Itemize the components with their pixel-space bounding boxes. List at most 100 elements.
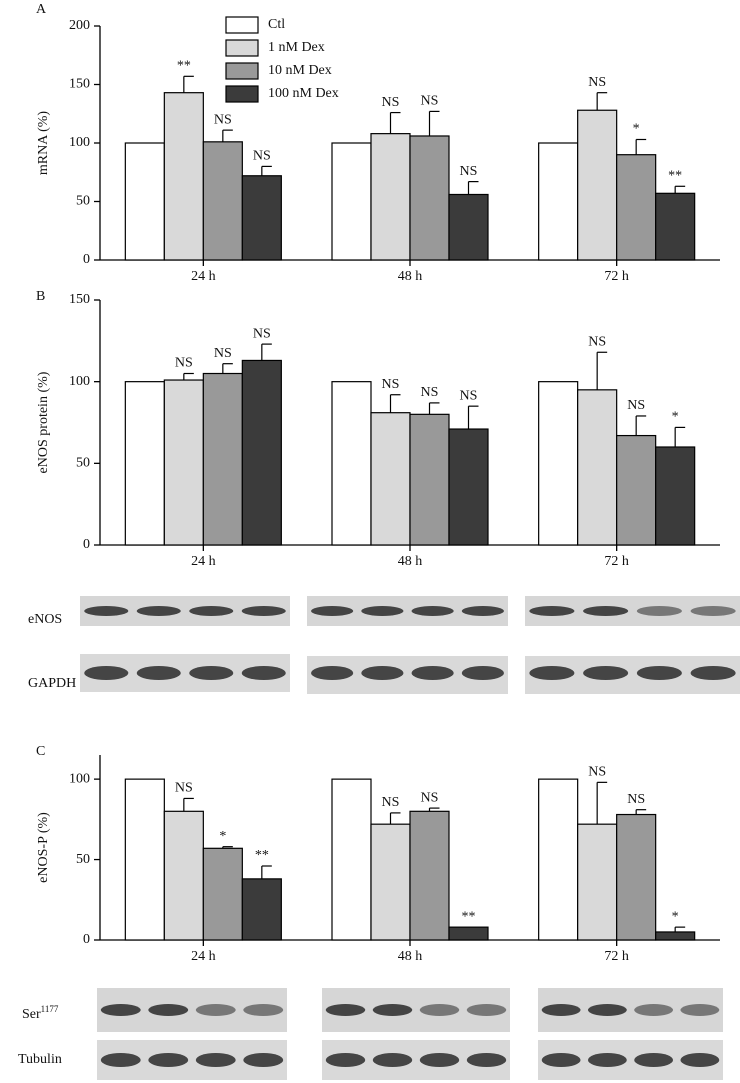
blot-band xyxy=(148,1004,189,1016)
blot-band xyxy=(100,1053,141,1067)
bar xyxy=(241,878,282,941)
legend-label: 1 nM Dex xyxy=(268,40,325,55)
significance-label: NS xyxy=(421,790,439,805)
y-tick-label: 200 xyxy=(69,18,90,33)
blot-bands xyxy=(84,606,736,1067)
y-tick-label: 0 xyxy=(83,932,90,947)
blot-band xyxy=(372,1053,413,1067)
significance-label: ** xyxy=(177,59,191,74)
x-tick-label: 72 h xyxy=(604,269,629,284)
y-tick-label: 100 xyxy=(69,135,90,150)
significance-label: * xyxy=(672,410,679,425)
y-tick-label: 100 xyxy=(69,374,90,389)
bar xyxy=(370,133,411,261)
x-tick-label: 72 h xyxy=(604,949,629,964)
bar xyxy=(163,810,204,941)
blot-band xyxy=(636,606,682,616)
bar xyxy=(124,778,165,941)
blot-label: GAPDH xyxy=(28,676,76,691)
blot-band xyxy=(466,1053,507,1067)
x-tick-label: 24 h xyxy=(191,269,216,284)
y-tick-label: 50 xyxy=(76,194,90,209)
blot-label-sup: 1177 xyxy=(41,1004,59,1014)
significance-label: NS xyxy=(588,75,606,90)
x-tick-label: 48 h xyxy=(398,949,423,964)
bar xyxy=(409,810,450,941)
blot-band xyxy=(680,1004,720,1016)
x-tick-label: 72 h xyxy=(604,554,629,569)
significance-label: NS xyxy=(421,385,439,400)
blot-band xyxy=(325,1004,366,1016)
bar xyxy=(616,434,657,546)
bar xyxy=(241,175,282,261)
y-axis-label: eNOS-P (%) xyxy=(36,812,51,883)
blot-label: Ser xyxy=(22,1007,41,1022)
significance-label: NS xyxy=(382,95,400,110)
bar xyxy=(448,428,489,546)
blot-band xyxy=(84,666,129,680)
blot-band xyxy=(189,666,234,680)
bar xyxy=(538,142,579,261)
blot-band xyxy=(411,606,454,616)
significance-label: NS xyxy=(460,388,478,403)
x-tick-label: 24 h xyxy=(191,949,216,964)
significance-label: NS xyxy=(175,356,193,371)
blot-band xyxy=(634,1004,674,1016)
y-tick-label: 50 xyxy=(76,852,90,867)
blot-band xyxy=(195,1053,236,1067)
blot-band xyxy=(541,1004,581,1016)
y-tick-label: 150 xyxy=(69,292,90,307)
bar xyxy=(577,109,618,261)
blot-band xyxy=(189,606,234,616)
bar xyxy=(331,381,372,546)
bar xyxy=(538,381,579,546)
blot-band xyxy=(419,1053,460,1067)
blot-band xyxy=(361,666,404,680)
blot-band xyxy=(311,666,354,680)
blot-band xyxy=(136,666,181,680)
blot-band xyxy=(583,666,629,680)
bar xyxy=(202,141,243,261)
legend-label: Ctl xyxy=(268,17,285,32)
blot-band xyxy=(241,666,286,680)
significance-label: NS xyxy=(421,94,439,109)
legend-swatch xyxy=(225,85,259,103)
panel-label: B xyxy=(36,289,45,304)
blot-band xyxy=(690,606,736,616)
significance-label: ** xyxy=(255,848,269,863)
blot-band xyxy=(84,606,129,616)
blot-band xyxy=(419,1004,460,1016)
significance-label: ** xyxy=(462,909,476,924)
blot-band xyxy=(583,606,629,616)
x-tick-label: 48 h xyxy=(398,554,423,569)
significance-label: NS xyxy=(627,792,645,807)
bar xyxy=(370,823,411,941)
blot-band xyxy=(243,1053,284,1067)
blot-band xyxy=(587,1004,627,1016)
blot-band xyxy=(100,1004,141,1016)
bar xyxy=(331,778,372,941)
significance-label: NS xyxy=(175,781,193,796)
bar xyxy=(448,193,489,261)
bar xyxy=(409,413,450,546)
legend-label: 10 nM Dex xyxy=(268,63,332,78)
blot-band xyxy=(243,1004,284,1016)
bar xyxy=(163,92,204,261)
legend-label: 100 nM Dex xyxy=(268,86,339,101)
significance-label: NS xyxy=(214,346,232,361)
blot-band xyxy=(411,666,454,680)
significance-label: NS xyxy=(627,398,645,413)
bar xyxy=(655,446,696,546)
significance-label: NS xyxy=(214,112,232,127)
blot-band xyxy=(311,606,354,616)
bar xyxy=(202,847,243,941)
y-axis-label: eNOS protein (%) xyxy=(36,371,51,473)
bar xyxy=(655,931,696,941)
bar xyxy=(538,778,579,941)
significance-label: NS xyxy=(382,795,400,810)
blot-band xyxy=(587,1053,627,1067)
bar xyxy=(331,142,372,261)
bar xyxy=(577,823,618,941)
panel-label: A xyxy=(36,2,47,17)
